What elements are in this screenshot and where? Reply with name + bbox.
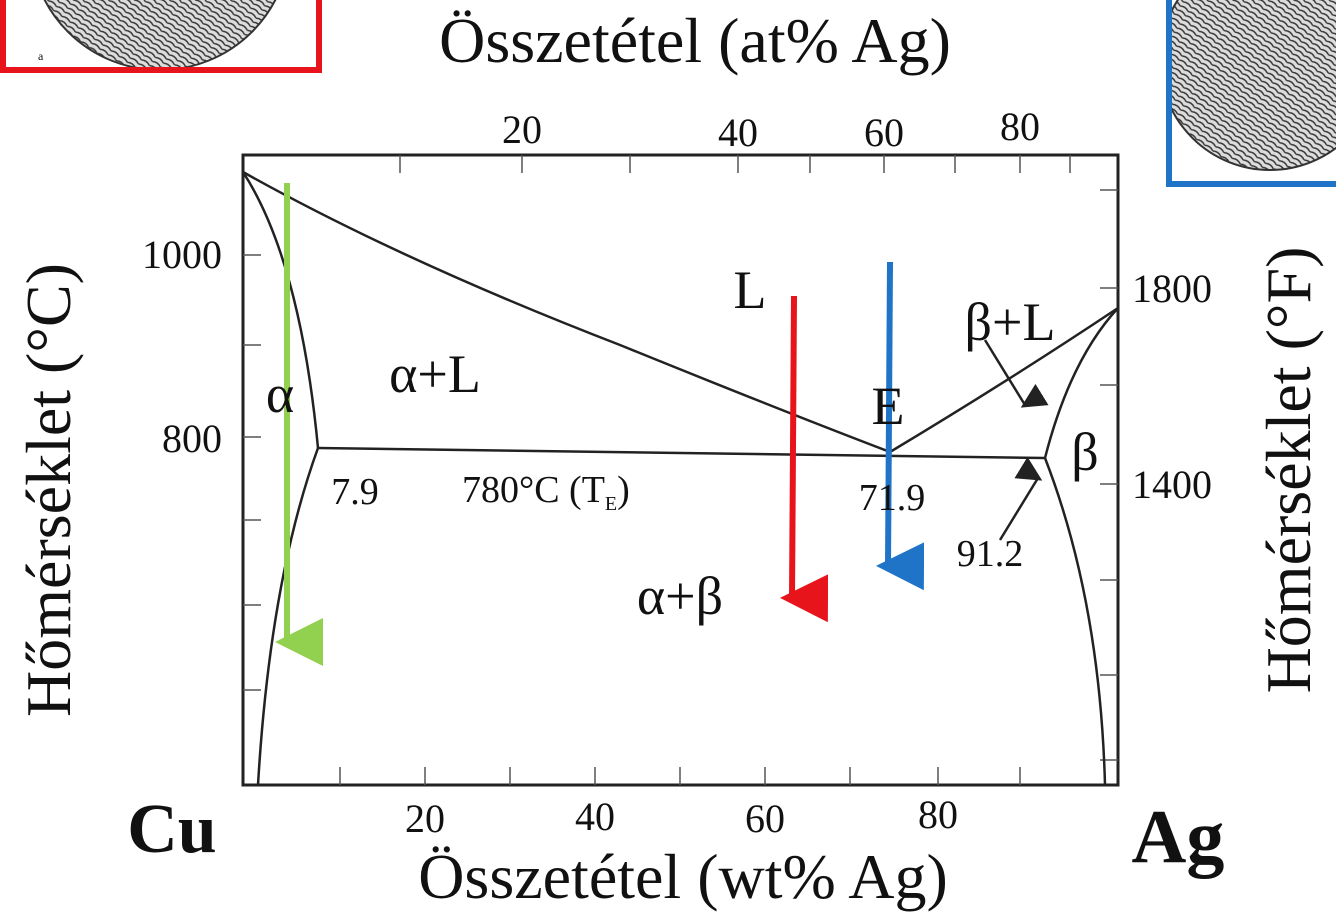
region-label: β: [1071, 422, 1098, 482]
tick-label: 80: [918, 792, 958, 837]
annotation: 91.2: [957, 533, 1024, 575]
axis-title: Hőmérséklet (°C): [13, 263, 84, 717]
tick-label: 1400: [1132, 462, 1212, 507]
axis-title: Hőmérséklet (°F): [1253, 247, 1324, 694]
annotation: 780°C (TE): [462, 469, 630, 515]
tick-label: 20: [405, 796, 445, 841]
region-label: β+L: [965, 292, 1056, 352]
inset-label: a: [38, 49, 44, 63]
region-label: α+β: [637, 566, 723, 626]
tick-label: 60: [745, 796, 785, 841]
element-label: Ag: [1132, 795, 1225, 879]
annotation-subscript: E: [605, 493, 617, 515]
annotation-text: ): [617, 469, 630, 511]
cooling-arrow: [876, 261, 925, 591]
axis-title: Összetétel (at% Ag): [439, 5, 951, 76]
axis-title: Összetétel (wt% Ag): [418, 841, 948, 912]
annotation: 71.9: [859, 477, 926, 519]
region-label: α: [266, 364, 294, 424]
annotation: 7.9: [331, 471, 379, 513]
region-label: E: [872, 376, 905, 436]
plot-frame: [241, 153, 1120, 787]
phase-boundaries: [241, 170, 1119, 786]
tick-label: 60: [864, 110, 904, 155]
inset-right: [1166, 0, 1336, 187]
tick-label: 40: [575, 794, 615, 839]
tick-label: 800: [162, 416, 222, 461]
region-label: α+L: [389, 344, 481, 404]
cooling-arrow: [780, 295, 829, 623]
tick-label: 40: [718, 110, 758, 155]
element-label: Cu: [127, 791, 216, 868]
tick-label: 20: [502, 107, 542, 152]
annotation-text: 780°C (T: [462, 469, 605, 511]
tick-label: 1000: [142, 232, 222, 277]
tick-marks: [243, 155, 1118, 785]
inset-left: a: [0, 0, 322, 73]
tick-label: 1800: [1132, 266, 1212, 311]
region-label: L: [734, 260, 767, 320]
tick-label: 80: [1000, 104, 1040, 149]
